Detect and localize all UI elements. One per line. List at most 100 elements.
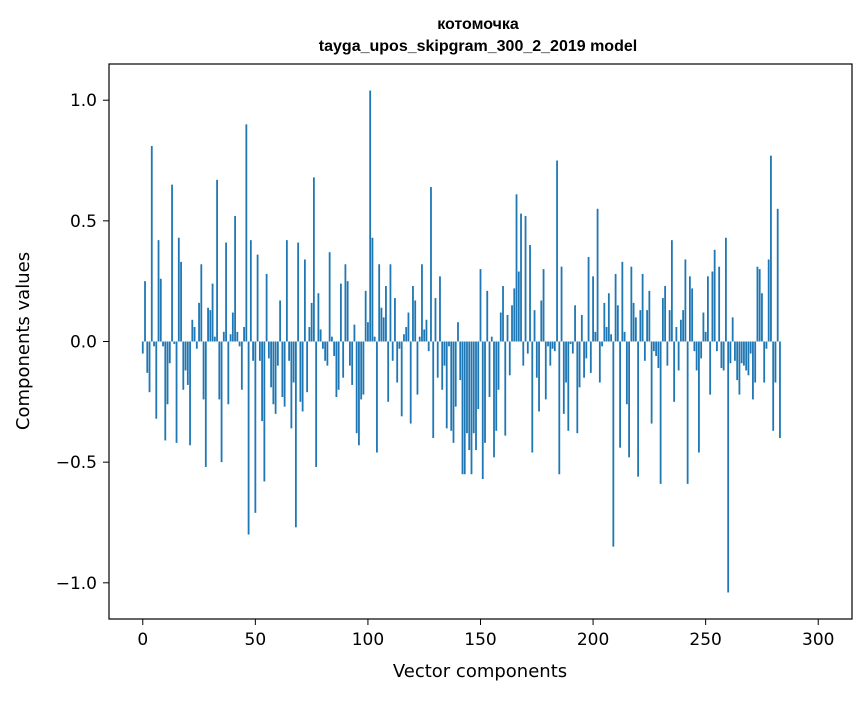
bar: [542, 269, 545, 342]
bar: [486, 290, 489, 342]
bar: [207, 307, 209, 342]
bar: [535, 341, 538, 378]
bar: [576, 341, 579, 434]
bar: [245, 124, 248, 342]
x-tick-label: 300: [802, 630, 834, 650]
plot-frame: [108, 63, 853, 620]
bar: [299, 341, 302, 402]
bar: [668, 310, 671, 342]
bar: [301, 341, 304, 412]
bar: [691, 288, 694, 342]
bar: [211, 283, 214, 342]
y-axis-ticks: −1.0 −0.5 0.0 0.5 1.0: [56, 91, 109, 594]
bar: [529, 244, 531, 342]
bar: [276, 341, 279, 366]
bar: [533, 310, 536, 342]
bar: [294, 341, 297, 528]
x-axis-ticks: 0 50 100 150 200 250 300: [137, 619, 834, 650]
bar: [319, 329, 322, 342]
bar: [693, 341, 696, 352]
bar: [511, 305, 513, 342]
bar: [351, 341, 354, 385]
bar: [403, 334, 405, 342]
bar: [605, 327, 608, 342]
bar: [450, 341, 453, 431]
bar: [643, 341, 646, 361]
bar: [391, 341, 394, 361]
bar: [765, 341, 768, 349]
bar: [157, 240, 160, 342]
bar: [716, 341, 718, 352]
bar: [553, 341, 556, 352]
bar: [141, 341, 144, 354]
bar: [430, 187, 432, 342]
bar: [164, 341, 167, 441]
bar: [200, 264, 203, 342]
bar: [292, 341, 295, 383]
bar: [288, 341, 291, 361]
bar: [321, 341, 324, 349]
bar: [657, 341, 660, 369]
bar: [761, 293, 763, 342]
bar: [520, 213, 522, 342]
bar: [625, 341, 628, 405]
bar: [508, 341, 511, 376]
bar: [648, 290, 651, 342]
bar: [175, 341, 178, 443]
bar: [740, 341, 743, 364]
bar: [614, 273, 617, 342]
bar: [763, 341, 766, 383]
bar: [650, 341, 653, 424]
bar: [713, 249, 716, 342]
bar: [340, 283, 342, 342]
bar: [146, 341, 149, 373]
bar: [191, 319, 194, 342]
y-tick-label: 0.0: [70, 333, 97, 353]
bar: [549, 341, 552, 366]
bar: [779, 341, 781, 439]
bar: [490, 336, 493, 342]
y-tick-label: −1.0: [56, 574, 97, 594]
bar: [592, 276, 594, 342]
bar: [544, 341, 547, 400]
bar: [515, 194, 518, 342]
bar: [729, 341, 732, 364]
bar: [612, 341, 615, 547]
bar: [749, 341, 752, 354]
bar: [493, 341, 495, 458]
bar: [488, 341, 491, 397]
bar: [238, 341, 241, 347]
bar: [481, 341, 484, 480]
bar: [227, 341, 230, 405]
bar: [240, 341, 243, 390]
bar: [551, 341, 554, 349]
bar: [195, 341, 198, 349]
bar: [423, 329, 426, 342]
bar: [427, 341, 430, 352]
bar: [387, 341, 390, 402]
bar: [661, 298, 664, 342]
bar: [364, 290, 367, 342]
bar: [695, 341, 698, 371]
bar: [526, 341, 529, 354]
bar: [664, 286, 667, 342]
bar: [344, 264, 347, 342]
bar: [630, 266, 633, 342]
x-tick-label: 150: [464, 630, 496, 650]
bar: [468, 341, 471, 451]
bar: [623, 331, 626, 342]
bar: [171, 184, 173, 342]
bar: [574, 305, 576, 342]
bar: [675, 327, 678, 342]
bar: [193, 327, 196, 342]
bar: [308, 327, 311, 342]
bar: [414, 300, 417, 342]
bar: [459, 341, 462, 381]
bar: [517, 271, 520, 342]
bar: [547, 341, 549, 347]
bar: [655, 341, 658, 356]
bar: [306, 341, 309, 393]
bar: [463, 341, 466, 475]
bar: [394, 298, 396, 342]
